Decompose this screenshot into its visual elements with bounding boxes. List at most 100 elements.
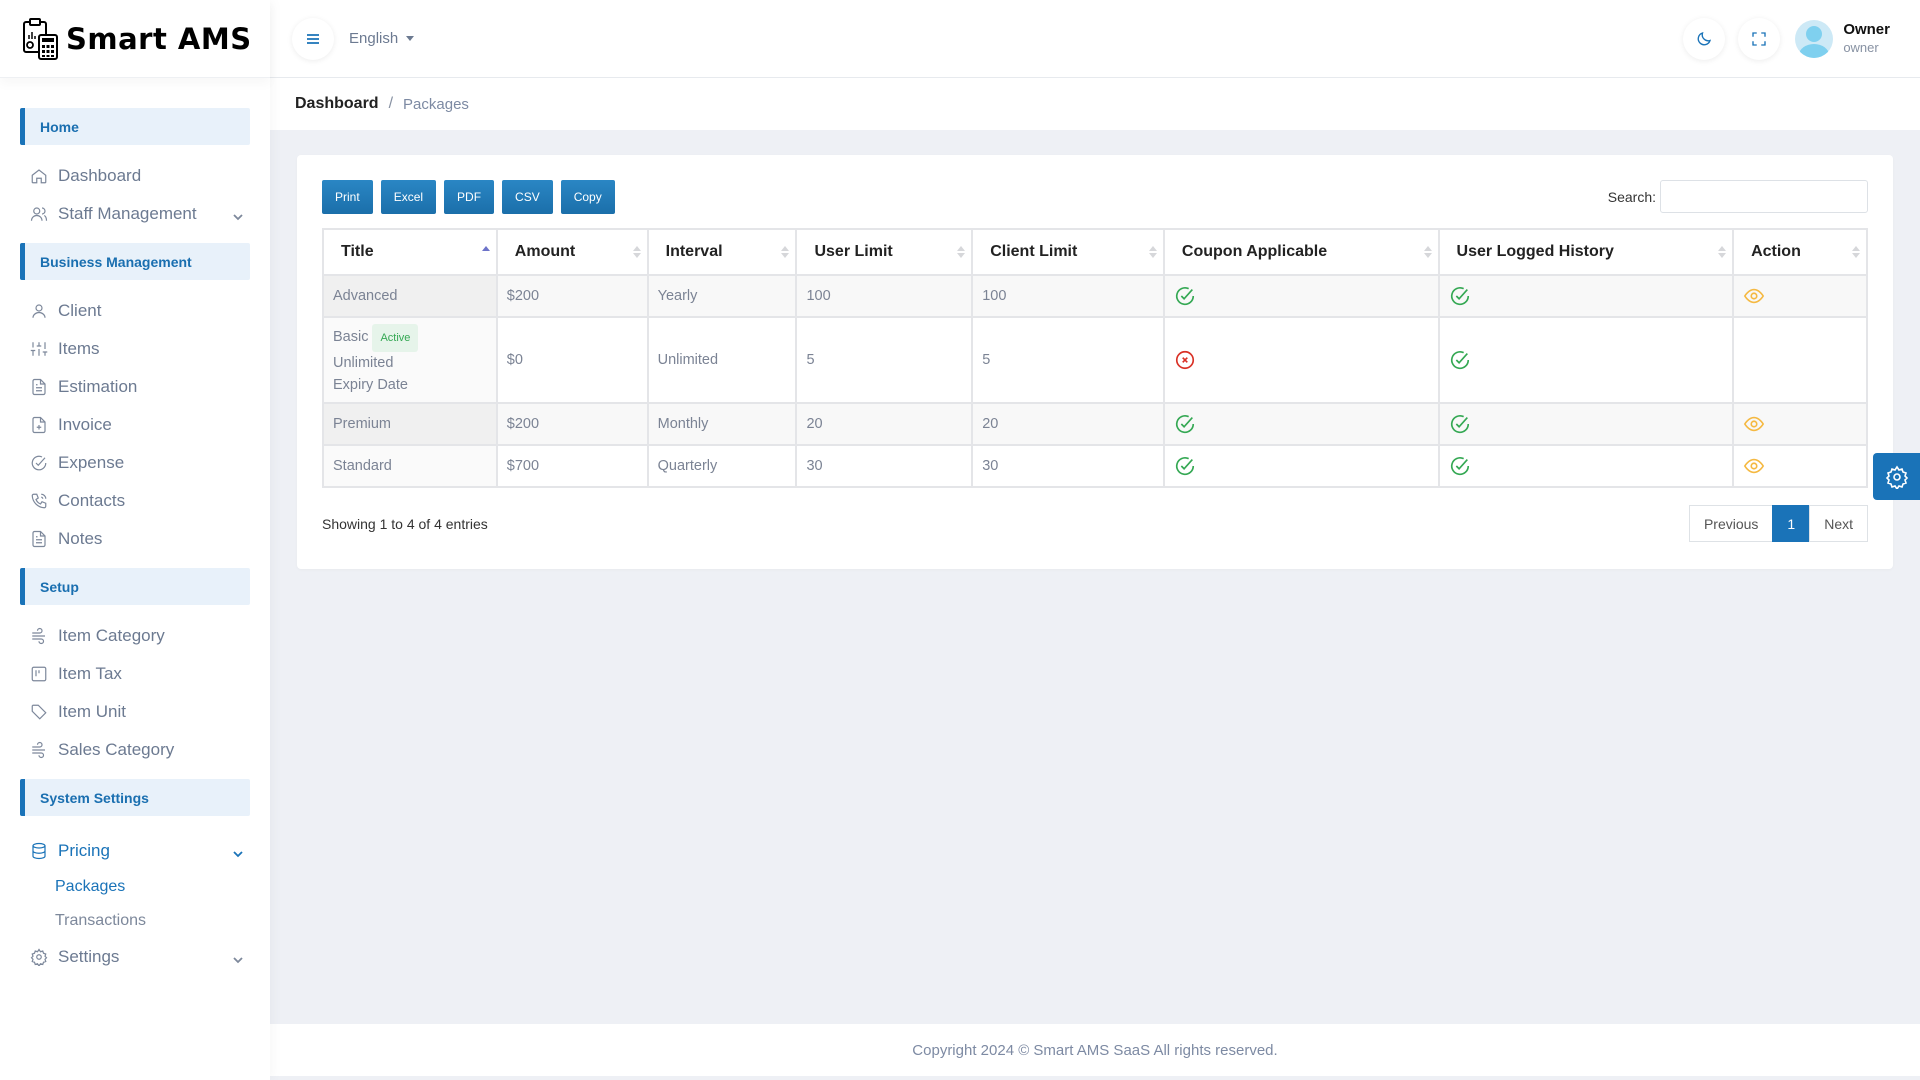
sidebar-item-pricing[interactable]: Pricing (0, 832, 270, 870)
cell-amount: $200 (495, 402, 649, 446)
cell-action (1732, 316, 1868, 404)
sidebar-item-item-category[interactable]: Item Category (0, 617, 270, 655)
sidebar: Smart AMS Home Dashboard Staff Managemen… (0, 0, 270, 1080)
search-input[interactable] (1660, 180, 1868, 213)
pagination: Previous 1 Next (1688, 505, 1868, 542)
sort-icon (1423, 246, 1432, 258)
cell-action (1732, 402, 1868, 446)
sidebar-item-settings[interactable]: Settings (0, 938, 270, 976)
cell-amount: $700 (495, 444, 649, 488)
eye-icon[interactable] (1743, 413, 1765, 435)
user-menu[interactable]: Owner owner (1843, 20, 1890, 56)
csv-button[interactable]: CSV (502, 180, 553, 214)
page-1-button[interactable]: 1 (1772, 505, 1811, 542)
fullscreen-icon (1752, 31, 1766, 46)
print-button[interactable]: Print (322, 180, 373, 214)
fullscreen-button[interactable] (1738, 17, 1781, 60)
pdf-button[interactable]: PDF (444, 180, 495, 214)
sidebar-item-contacts[interactable]: Contacts (0, 482, 270, 520)
cell-coupon (1162, 444, 1440, 488)
sidebar-item-label: Sales Category (58, 740, 175, 759)
cell-logged-history (1437, 444, 1735, 488)
column-header-user-logged-history[interactable]: User Logged History (1437, 228, 1735, 276)
file-text-icon (30, 530, 48, 548)
cell-client-limit: 20 (971, 402, 1165, 446)
wind-icon (30, 741, 48, 759)
cell-client-limit: 30 (971, 444, 1165, 488)
sidebar-item-sales-category[interactable]: Sales Category (0, 731, 270, 769)
sidebar-item-notes[interactable]: Notes (0, 520, 270, 558)
top-header: English Owner owner (270, 0, 1920, 78)
previous-page-button[interactable]: Previous (1688, 505, 1774, 542)
column-header-title[interactable]: Title (322, 228, 498, 276)
sidebar-item-client[interactable]: Client (0, 292, 270, 330)
dark-mode-button[interactable] (1683, 17, 1726, 60)
theme-settings-button[interactable] (1873, 453, 1920, 500)
gear-icon (30, 948, 48, 966)
check-circle-icon (1450, 415, 1469, 434)
nav-section-business-management: Business Management (20, 243, 250, 280)
cell-logged-history (1437, 274, 1735, 318)
column-header-coupon-applicable[interactable]: Coupon Applicable (1162, 228, 1440, 276)
cell-interval: Monthly (646, 402, 798, 446)
excel-button[interactable]: Excel (380, 180, 437, 214)
sidebar-item-invoice[interactable]: Invoice (0, 406, 270, 444)
sidebar-item-item-tax[interactable]: Item Tax (0, 655, 270, 693)
sidebar-item-label: Item Category (58, 626, 165, 645)
nav-section-home: Home (20, 108, 250, 145)
cell-title: Basic Active Unlimited Expiry Date (322, 316, 498, 404)
user-icon (30, 302, 48, 320)
column-header-interval[interactable]: Interval (646, 228, 798, 276)
sidebar-item-staff-management[interactable]: Staff Management (0, 195, 270, 233)
cell-interval: Yearly (646, 274, 798, 318)
cell-coupon (1162, 316, 1440, 404)
sort-icon (781, 246, 790, 258)
column-header-user-limit[interactable]: User Limit (795, 228, 974, 276)
column-header-action[interactable]: Action (1732, 228, 1868, 276)
sidebar-subitem-packages[interactable]: Packages (55, 878, 126, 895)
menu-toggle-button[interactable] (292, 17, 334, 60)
sidebar-item-label: Dashboard (58, 166, 142, 185)
breadcrumb-dashboard[interactable]: Dashboard (295, 95, 379, 112)
check-circle-icon (30, 454, 48, 472)
logo-icon (23, 17, 58, 60)
sort-icon (1718, 246, 1727, 258)
sidebar-item-item-unit[interactable]: Item Unit (0, 693, 270, 731)
avatar[interactable] (1795, 19, 1834, 58)
sliders-icon (30, 340, 48, 358)
cell-action (1732, 444, 1868, 488)
check-circle-icon (1450, 287, 1469, 306)
sidebar-item-items[interactable]: Items (0, 330, 270, 368)
sidebar-item-label: Estimation (58, 377, 138, 396)
chevron-down-icon (232, 208, 244, 221)
cell-client-limit: 100 (971, 274, 1165, 318)
cell-user-limit: 5 (795, 316, 974, 404)
copy-button[interactable]: Copy (560, 180, 615, 214)
cell-coupon (1162, 402, 1440, 446)
sidebar-item-dashboard[interactable]: Dashboard (0, 157, 270, 195)
sort-icon (1148, 246, 1157, 258)
column-header-client-limit[interactable]: Client Limit (971, 228, 1165, 276)
sidebar-subitem-transactions[interactable]: Transactions (55, 912, 146, 929)
cell-interval: Quarterly (646, 444, 798, 488)
table-row: Basic Active Unlimited Expiry Date $0 Unl… (322, 316, 1868, 404)
column-header-amount[interactable]: Amount (495, 228, 649, 276)
next-page-button[interactable]: Next (1809, 505, 1868, 542)
sidebar-item-estimation[interactable]: Estimation (0, 368, 270, 406)
sidebar-item-label: Notes (58, 529, 103, 548)
search-label: Search: (1607, 188, 1656, 205)
eye-icon[interactable] (1743, 455, 1765, 477)
sort-icon (632, 246, 641, 258)
phone-icon (30, 492, 48, 510)
caret-down-icon (406, 36, 415, 41)
export-toolbar: Print Excel PDF CSV Copy (322, 180, 615, 214)
sidebar-item-expense[interactable]: Expense (0, 444, 270, 482)
brand[interactable]: Smart AMS (0, 0, 270, 78)
language-dropdown[interactable]: English (349, 30, 415, 47)
sidebar-item-label: Staff Management (58, 204, 197, 223)
eye-icon[interactable] (1743, 285, 1765, 307)
cell-interval: Unlimited (646, 316, 798, 404)
wind-icon (30, 627, 48, 645)
cell-title: Standard (322, 444, 498, 488)
packages-card: Print Excel PDF CSV Copy Search: Title A… (297, 155, 1893, 569)
